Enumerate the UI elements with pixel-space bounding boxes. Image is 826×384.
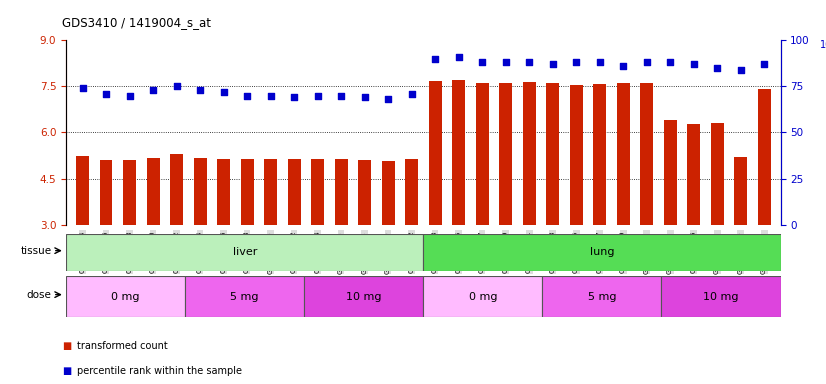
- Point: [123, 93, 136, 99]
- Text: ■: ■: [62, 366, 71, 376]
- Bar: [335, 159, 348, 225]
- Bar: [452, 79, 465, 225]
- Point: [499, 60, 512, 66]
- Point: [663, 60, 676, 66]
- Point: [687, 61, 700, 67]
- Point: [710, 65, 724, 71]
- Bar: [710, 122, 724, 225]
- Bar: [617, 83, 629, 225]
- Text: transformed count: transformed count: [77, 341, 168, 351]
- Bar: [523, 82, 535, 225]
- Text: lung: lung: [590, 247, 615, 258]
- Point: [335, 93, 348, 99]
- Bar: [66, 276, 185, 317]
- Point: [616, 63, 629, 69]
- Bar: [66, 234, 423, 271]
- Point: [358, 94, 371, 101]
- Point: [76, 85, 89, 91]
- Text: tissue: tissue: [21, 246, 51, 256]
- Point: [99, 91, 112, 97]
- Bar: [311, 159, 324, 225]
- Point: [476, 60, 489, 66]
- Point: [640, 60, 653, 66]
- Point: [193, 87, 206, 93]
- Bar: [123, 159, 136, 225]
- Point: [287, 94, 301, 101]
- Bar: [546, 83, 559, 225]
- Bar: [476, 83, 488, 225]
- Point: [429, 56, 442, 62]
- Bar: [429, 81, 442, 225]
- Point: [405, 91, 418, 97]
- Text: 5 mg: 5 mg: [230, 291, 259, 302]
- Text: 10 mg: 10 mg: [346, 291, 382, 302]
- Bar: [757, 89, 771, 225]
- Bar: [264, 159, 277, 225]
- Bar: [687, 124, 700, 225]
- Bar: [193, 158, 206, 225]
- Bar: [543, 276, 662, 317]
- Point: [757, 61, 771, 67]
- Text: ■: ■: [62, 341, 71, 351]
- Text: 100%: 100%: [820, 40, 826, 50]
- Bar: [734, 157, 747, 225]
- Bar: [405, 159, 418, 225]
- Bar: [304, 276, 423, 317]
- Bar: [240, 159, 254, 225]
- Bar: [499, 83, 512, 225]
- Bar: [100, 159, 112, 225]
- Text: 0 mg: 0 mg: [112, 291, 140, 302]
- Point: [146, 87, 159, 93]
- Text: 5 mg: 5 mg: [587, 291, 616, 302]
- Text: liver: liver: [232, 247, 257, 258]
- Point: [264, 93, 278, 99]
- Bar: [358, 160, 371, 225]
- Bar: [76, 156, 89, 225]
- Point: [240, 93, 254, 99]
- Bar: [382, 161, 395, 225]
- Text: percentile rank within the sample: percentile rank within the sample: [77, 366, 242, 376]
- Bar: [170, 154, 183, 225]
- Text: 10 mg: 10 mg: [703, 291, 738, 302]
- Point: [593, 60, 606, 66]
- Bar: [287, 159, 301, 225]
- Bar: [662, 276, 781, 317]
- Text: 0 mg: 0 mg: [468, 291, 497, 302]
- Text: GDS3410 / 1419004_s_at: GDS3410 / 1419004_s_at: [62, 16, 211, 29]
- Bar: [640, 83, 653, 225]
- Point: [311, 93, 324, 99]
- Point: [170, 83, 183, 89]
- Point: [546, 61, 559, 67]
- Bar: [185, 276, 304, 317]
- Point: [382, 96, 395, 103]
- Bar: [570, 85, 582, 225]
- Bar: [423, 234, 781, 271]
- Point: [217, 89, 230, 95]
- Point: [452, 54, 465, 60]
- Bar: [146, 158, 159, 225]
- Bar: [663, 120, 676, 225]
- Point: [569, 60, 582, 66]
- Text: dose: dose: [26, 290, 51, 300]
- Bar: [593, 84, 606, 225]
- Point: [734, 67, 748, 73]
- Bar: [423, 276, 543, 317]
- Point: [523, 60, 536, 66]
- Bar: [217, 159, 230, 225]
